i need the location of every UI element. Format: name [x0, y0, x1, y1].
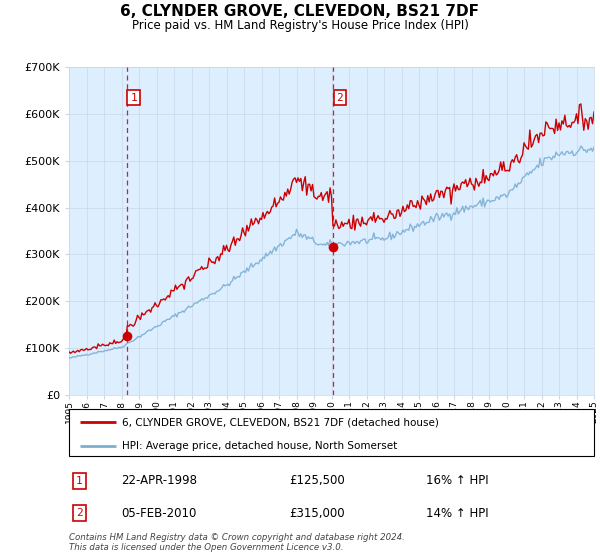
Text: £125,500: £125,500 [290, 474, 345, 487]
Text: This data is licensed under the Open Government Licence v3.0.: This data is licensed under the Open Gov… [69, 543, 343, 552]
Text: £315,000: £315,000 [290, 507, 345, 520]
Text: 22-APR-1998: 22-APR-1998 [121, 474, 197, 487]
Text: 14% ↑ HPI: 14% ↑ HPI [426, 507, 488, 520]
Text: HPI: Average price, detached house, North Somerset: HPI: Average price, detached house, Nort… [121, 441, 397, 451]
Text: 16% ↑ HPI: 16% ↑ HPI [426, 474, 488, 487]
Text: Contains HM Land Registry data © Crown copyright and database right 2024.: Contains HM Land Registry data © Crown c… [69, 533, 405, 542]
Text: 6, CLYNDER GROVE, CLEVEDON, BS21 7DF (detached house): 6, CLYNDER GROVE, CLEVEDON, BS21 7DF (de… [121, 417, 439, 427]
Text: 05-FEB-2010: 05-FEB-2010 [121, 507, 197, 520]
Text: Price paid vs. HM Land Registry's House Price Index (HPI): Price paid vs. HM Land Registry's House … [131, 19, 469, 32]
Text: 1: 1 [130, 92, 137, 102]
Text: 2: 2 [76, 508, 83, 518]
Text: 6, CLYNDER GROVE, CLEVEDON, BS21 7DF: 6, CLYNDER GROVE, CLEVEDON, BS21 7DF [121, 4, 479, 19]
Text: 1: 1 [76, 476, 83, 486]
Text: 2: 2 [337, 92, 343, 102]
